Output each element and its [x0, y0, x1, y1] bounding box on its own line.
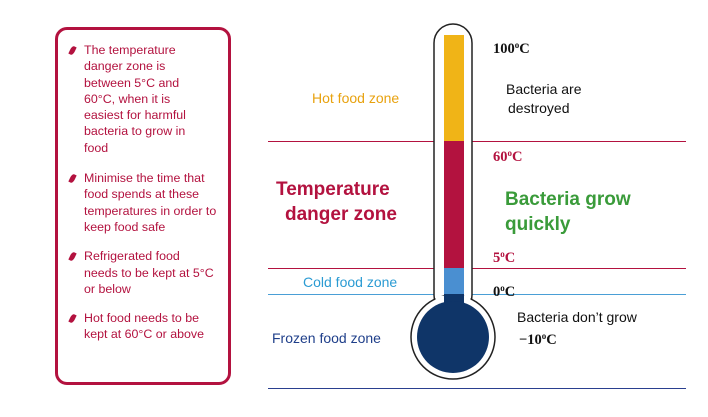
temp-0-label: 0oC — [493, 283, 515, 301]
temp-60-label: 60oC — [493, 148, 522, 166]
temp-value: 0 — [493, 284, 501, 300]
zone-divider-0 — [268, 294, 686, 295]
note-line: quickly — [505, 214, 571, 235]
info-bullet: Minimise the time that food spends at th… — [68, 170, 220, 235]
zone-divider-minus10 — [268, 388, 686, 389]
temp-unit: C — [504, 250, 516, 266]
info-bullet-text: The temperature danger zone is between 5… — [84, 43, 186, 155]
temp-minus10-label: −10oC — [519, 331, 557, 349]
degree-symbol: o — [541, 331, 547, 341]
danger-zone-fill — [444, 141, 464, 268]
info-bullet: Hot food needs to be kept at 60°C or abo… — [68, 310, 220, 343]
cold-zone-fill — [444, 268, 464, 294]
temp-value: 5 — [493, 250, 501, 266]
note-line: destroyed — [508, 100, 570, 116]
info-panel: The temperature danger zone is between 5… — [55, 27, 231, 385]
degree-symbol: o — [514, 40, 520, 50]
cold-food-zone-label: Cold food zone — [303, 274, 398, 290]
info-bullet-text: Hot food needs to be kept at 60°C or abo… — [84, 311, 204, 342]
temp-unit: C — [519, 41, 530, 57]
danger-zone-label-line2: danger zone — [285, 204, 397, 225]
bacteria-destroyed-note: Bacteria are destroyed — [506, 80, 581, 118]
hot-zone-fill — [444, 35, 464, 141]
info-bullet: Refrigerated food needs to be kept at 5°… — [68, 248, 220, 297]
temp-unit: C — [504, 284, 516, 300]
temp-value: −10 — [519, 332, 542, 348]
danger-zone-label-line1: Temperature — [276, 179, 390, 200]
temp-value: 100 — [493, 41, 515, 57]
temp-unit: C — [512, 149, 523, 165]
note-line: Bacteria are — [506, 81, 582, 97]
temp-5-label: 5oC — [493, 249, 515, 267]
degree-symbol: o — [500, 283, 505, 293]
hot-food-zone-label: Hot food zone — [312, 90, 400, 106]
degree-symbol: o — [500, 249, 505, 259]
zone-divider-60 — [268, 141, 686, 142]
note-line: Bacteria grow — [505, 189, 631, 210]
temp-unit: C — [546, 332, 557, 348]
frozen-food-zone-label: Frozen food zone — [272, 330, 381, 346]
bacteria-grow-note: Bacteria grow quickly — [505, 187, 631, 237]
temp-100-label: 100oC — [493, 40, 530, 58]
info-bullet: The temperature danger zone is between 5… — [68, 42, 220, 156]
bacteria-dont-grow-note: Bacteria don’t grow — [517, 309, 637, 325]
frozen-bulb-fill — [417, 301, 489, 373]
info-bullet-text: Minimise the time that food spends at th… — [84, 171, 217, 234]
temp-value: 60 — [493, 149, 508, 165]
info-bullet-text: Refrigerated food needs to be kept at 5°… — [84, 249, 214, 296]
zone-divider-5 — [268, 268, 686, 269]
degree-symbol: o — [507, 148, 513, 158]
